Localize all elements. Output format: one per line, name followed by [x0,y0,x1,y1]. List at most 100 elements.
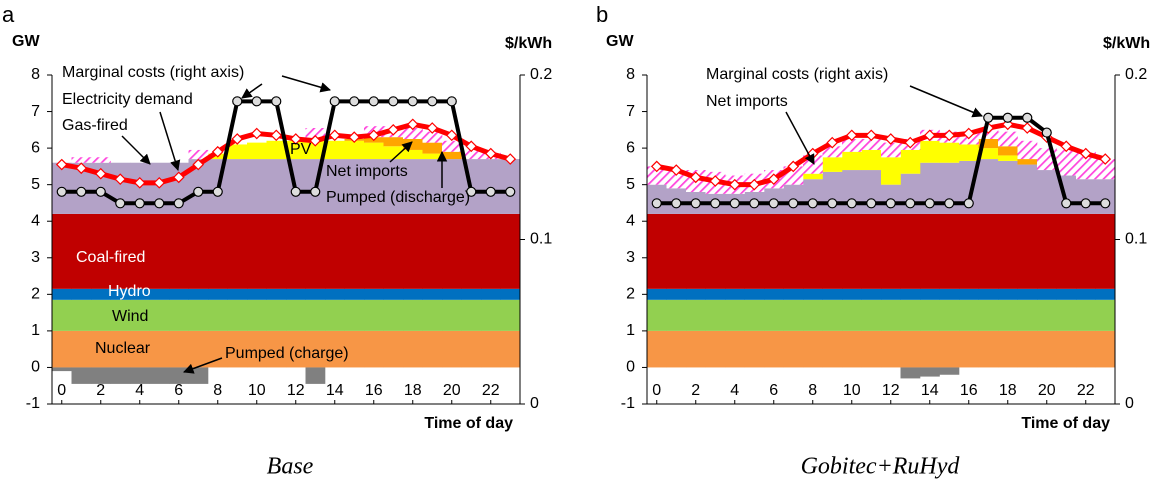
step-bar [1037,330,1057,368]
step-bar [188,330,209,368]
annotations: a GW $/kWh Time of day Base b GW $/kWh T… [2,2,1150,480]
step-bar [266,213,287,289]
step-bar [822,146,843,158]
point [827,198,838,209]
step-bar [1095,288,1116,300]
step-bar [169,330,189,368]
step-bar [403,288,423,300]
point [885,198,896,209]
step-bar [383,288,404,300]
y-tick-label: -1 [621,395,635,412]
point [465,140,478,153]
point [924,198,935,209]
series-label: Pumped (discharge) [326,189,470,206]
point [446,96,457,107]
x-tick-label: 20 [443,382,461,399]
step-bar [822,157,843,172]
step-bar [500,213,521,289]
x-tick-label: 8 [213,382,222,399]
step-bar [500,299,521,331]
step-bar [725,299,745,331]
step-bar [881,299,901,331]
point [729,198,740,209]
step-bar [208,288,228,300]
step-bar [920,162,940,214]
step-bar [364,159,384,214]
step-bar [1017,288,1038,300]
point [1061,198,1072,209]
step-bar [861,149,882,171]
step-bar [647,288,667,300]
panel-label: a [2,2,15,27]
step-bar [247,159,267,214]
step-bar [52,330,72,368]
step-bar [1037,213,1057,289]
step-bar [71,330,92,368]
step-bar [900,149,921,174]
step-bar [803,288,823,300]
step-bar [822,299,843,331]
step-bar [442,140,462,152]
step-bar [881,288,901,300]
step-bar [1076,330,1096,368]
step-bar [978,213,999,289]
step-bar [266,159,287,214]
step-bar [1095,299,1116,331]
point [56,186,67,197]
step-bar [900,213,921,289]
step-bar [725,213,745,289]
point [290,186,301,197]
step-bar [344,299,365,331]
step-bar [403,128,423,139]
x-tick-label: 2 [96,382,105,399]
step-bar [1056,299,1077,331]
step-bar [998,330,1018,368]
step-bar [842,138,862,152]
step-bar [1056,213,1077,289]
point [1002,112,1013,123]
series-label: Pumped (charge) [225,345,349,362]
step-bar [91,157,111,163]
step-bar [130,299,150,331]
step-bar [959,299,979,331]
step-bar [744,288,765,300]
step-bar [842,330,862,368]
point [651,198,662,209]
step-bar [383,146,404,160]
point [76,186,87,197]
x-label: Time of day [424,415,513,432]
step-bar [822,213,843,289]
step-bar [110,330,131,368]
step-bar [188,159,209,214]
step-bar [130,213,150,289]
point [251,96,262,107]
step-bar [959,288,979,300]
step-bar [1017,213,1038,289]
step-bar [52,213,72,289]
y-tick-label: 3 [626,249,635,266]
step-bar [861,299,882,331]
step-bar [149,330,170,368]
step-bar [266,140,287,160]
point [309,134,322,147]
x-tick-label: 22 [482,382,500,399]
step-bar [978,159,999,214]
x-tick-label: 22 [1077,382,1095,399]
y2-tick-label: 0.2 [1125,66,1147,83]
point [173,198,184,209]
step-bar [71,288,92,300]
point [211,145,224,158]
step-bar [861,138,882,150]
point [962,127,975,140]
y-tick-label: 6 [31,139,40,156]
point [710,198,721,209]
x-tick-label: 20 [1038,382,1056,399]
y-tick-label: 7 [31,103,40,120]
step-bar [422,299,443,331]
point [749,198,760,209]
point [1022,112,1033,123]
point [846,198,857,209]
y-tick-label: 3 [31,249,40,266]
step-bar [803,213,823,289]
